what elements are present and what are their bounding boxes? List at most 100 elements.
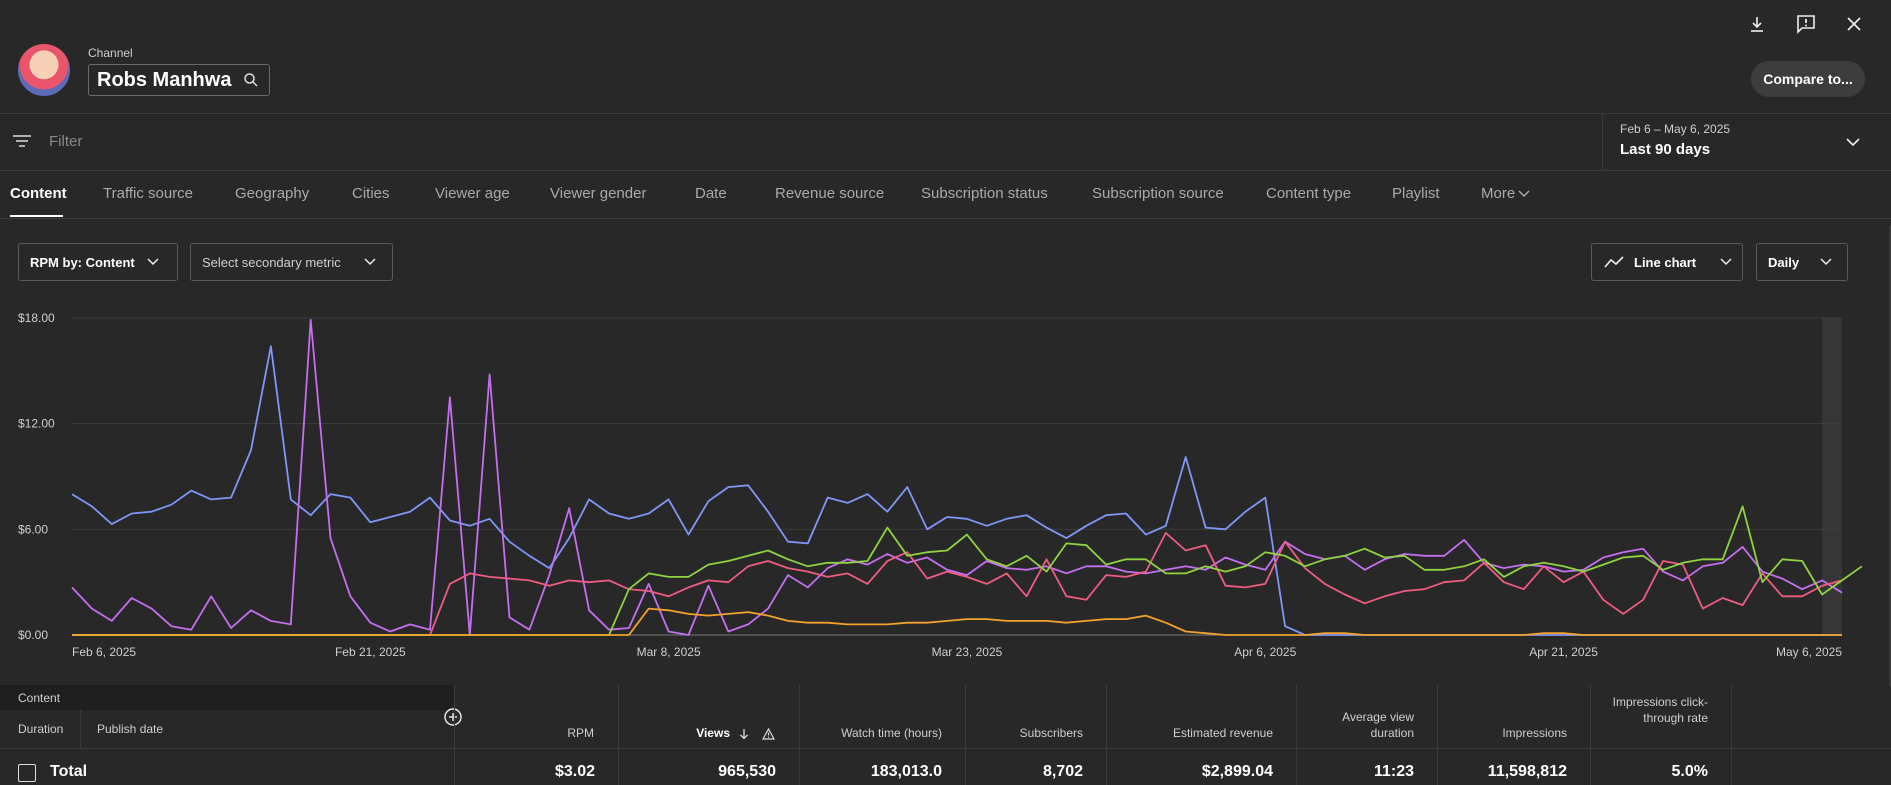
impressions-column-header[interactable]: Impressions	[1502, 726, 1567, 740]
x-tick-label: Mar 8, 2025	[637, 645, 701, 659]
tab-viewer-age[interactable]: Viewer age	[435, 185, 510, 202]
filter-icon[interactable]	[10, 131, 34, 151]
views-column-header[interactable]: Views	[696, 726, 730, 740]
y-tick-label: $18.00	[18, 311, 55, 325]
total-subscribers: 8,702	[1042, 763, 1083, 780]
tab-traffic-source[interactable]: Traffic source	[103, 185, 194, 202]
secondary-metric-dropdown[interactable]: Select secondary metric	[190, 243, 393, 281]
x-tick-label: Apr 6, 2025	[1234, 645, 1296, 659]
sort-down-arrow-icon[interactable]	[737, 726, 751, 742]
warning-icon[interactable]	[760, 726, 776, 742]
total-watch-time: 183,013.0	[870, 763, 942, 780]
add-column-icon[interactable]	[443, 707, 463, 727]
download-icon[interactable]	[1746, 12, 1768, 36]
rpm-column-header[interactable]: RPM	[567, 726, 594, 740]
y-tick-label: $0.00	[18, 628, 48, 642]
x-tick-label: Feb 6, 2025	[72, 645, 136, 659]
date-range-selector[interactable]: Last 90 days	[1620, 141, 1711, 158]
active-tab-indicator	[10, 215, 63, 217]
chevron-down-icon[interactable]	[1842, 132, 1864, 152]
divider	[1602, 114, 1603, 170]
divider	[1590, 685, 1591, 785]
divider	[799, 685, 800, 785]
total-ctr: 5.0%	[1671, 763, 1708, 780]
interval-label: Daily	[1768, 254, 1800, 270]
chevron-down-icon	[1819, 257, 1833, 267]
series-line-green	[72, 505, 1863, 636]
total-label: Total	[50, 763, 88, 780]
rpm-line-chart: $18.00 $12.00 $6.00 $0.00 Feb 6, 2025 Feb 21,…	[18, 311, 1863, 659]
tab-subscription-source[interactable]: Subscription source	[1092, 185, 1224, 202]
total-avg-view-duration: 11:23	[1373, 763, 1414, 780]
metric-dropdown-label: RPM by: Content	[30, 254, 135, 270]
chart-type-label: Line chart	[1634, 254, 1697, 270]
tab-cities[interactable]: Cities	[352, 185, 390, 202]
chevron-down-icon[interactable]	[1516, 186, 1532, 202]
total-impressions: 11,598,812	[1487, 763, 1567, 780]
row-checkbox[interactable]	[18, 764, 36, 782]
duration-column-header[interactable]: Duration	[18, 722, 64, 736]
compare-button[interactable]: Compare to...	[1751, 61, 1865, 97]
divider	[1296, 685, 1297, 785]
metric-dropdown[interactable]: RPM by: Content	[18, 243, 178, 281]
y-tick-label: $6.00	[18, 522, 48, 536]
y-tick-label: $12.00	[18, 417, 55, 431]
ctr-column-header[interactable]: Impressions click-through rate	[1612, 695, 1708, 725]
publish-date-column-header[interactable]: Publish date	[97, 722, 164, 736]
series-line-blue	[71, 345, 1842, 636]
divider	[0, 218, 1891, 219]
avg-view-duration-column-header[interactable]: Average view duration	[1342, 710, 1414, 740]
chart-type-dropdown[interactable]: Line chart	[1591, 243, 1743, 281]
x-tick-label: Feb 21, 2025	[335, 645, 406, 659]
feedback-icon[interactable]	[1794, 12, 1818, 36]
x-tick-label: Mar 23, 2025	[932, 645, 1003, 659]
watch-time-column-header[interactable]: Watch time (hours)	[841, 726, 942, 740]
channel-label: Channel	[88, 46, 133, 60]
channel-search-box[interactable]	[88, 64, 270, 96]
tab-content[interactable]: Content	[10, 185, 67, 202]
interval-dropdown[interactable]: Daily	[1756, 243, 1848, 281]
content-column-header[interactable]: Content	[18, 691, 61, 705]
tab-date[interactable]: Date	[695, 185, 727, 202]
series-line-orange	[72, 607, 1842, 636]
estimated-revenue-column-header[interactable]: Estimated revenue	[1172, 726, 1273, 740]
tab-content-type[interactable]: Content type	[1266, 185, 1352, 202]
x-tick-label: Apr 21, 2025	[1529, 645, 1598, 659]
divider	[1731, 685, 1732, 785]
tab-playlist[interactable]: Playlist	[1392, 185, 1440, 202]
line-chart-icon	[1604, 255, 1624, 269]
chevron-down-icon	[1719, 257, 1733, 267]
tab-subscription-status[interactable]: Subscription status	[921, 185, 1048, 202]
divider	[965, 685, 966, 785]
divider	[0, 113, 1891, 114]
divider	[80, 710, 81, 748]
scrollbar[interactable]	[1889, 226, 1891, 686]
x-tick-label: May 6, 2025	[1776, 645, 1842, 659]
filter-input[interactable]: Filter	[49, 133, 83, 150]
divider	[0, 748, 1891, 749]
divider	[1106, 685, 1107, 785]
tab-viewer-gender[interactable]: Viewer gender	[550, 185, 647, 202]
subscribers-column-header[interactable]: Subscribers	[1019, 726, 1083, 740]
tab-geography[interactable]: Geography	[235, 185, 310, 202]
date-range-text: Feb 6 – May 6, 2025	[1620, 122, 1731, 136]
divider	[618, 685, 619, 785]
divider	[1437, 685, 1438, 785]
close-icon[interactable]	[1842, 12, 1866, 36]
last-day-highlight	[1822, 318, 1842, 635]
tab-more[interactable]: More	[1481, 185, 1516, 202]
total-views: 965,530	[718, 763, 776, 780]
tab-revenue-source[interactable]: Revenue source	[775, 185, 885, 202]
chevron-down-icon	[146, 257, 160, 267]
channel-avatar	[18, 44, 70, 96]
chevron-down-icon	[363, 257, 377, 267]
table-header-left	[0, 685, 454, 710]
total-rpm: $3.02	[554, 763, 595, 780]
divider	[454, 685, 455, 785]
divider	[0, 170, 1891, 171]
channel-name[interactable]: Robs Manhwa	[97, 69, 232, 91]
secondary-metric-label: Select secondary metric	[202, 254, 341, 270]
total-revenue: $2,899.04	[1201, 763, 1273, 780]
search-icon[interactable]	[241, 70, 261, 90]
series-line-purple	[71, 318, 1843, 636]
